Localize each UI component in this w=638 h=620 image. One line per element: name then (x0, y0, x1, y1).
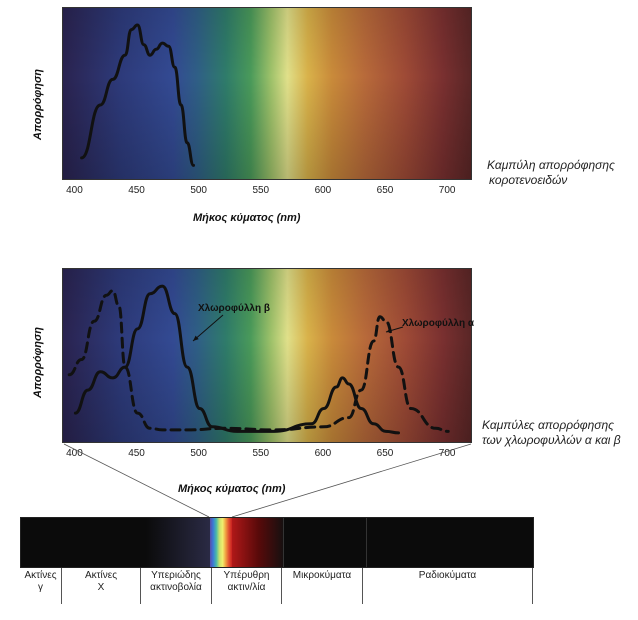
zoom-line-left (63, 443, 210, 518)
region-divider (211, 568, 212, 604)
carotenoid-caption: Καμπύλη απορρόφησης κοροτενοειδών (487, 158, 615, 188)
zoom-line-right (231, 443, 472, 518)
x-tick-label: 450 (128, 448, 145, 459)
region-ultraviolet: Υπεριώδης ακτινοβολία (141, 570, 211, 594)
x-tick-label: 500 (190, 448, 207, 459)
x-tick-label: 650 (376, 448, 394, 459)
chlorophyll-b-label: Χλωροφύλλη β (198, 303, 270, 314)
region-gamma-rays-line1: Ακτίνες (24, 570, 57, 581)
chlorophyll-a-label: Χλωροφύλλη α (402, 318, 474, 329)
region-x-rays: Ακτίνες Χ (62, 570, 140, 594)
series-line-1 (80, 23, 195, 167)
chlorophyll-caption-line1: Καμπύλες απορρόφησης (482, 418, 614, 432)
region-ultraviolet-line2: ακτινοβολία (150, 582, 202, 593)
region-gamma-rays-line2: γ (38, 582, 43, 593)
carotenoid-caption-line1: Καμπύλη απορρόφησης (487, 158, 615, 172)
bottom-x-axis-label: Μήκος κύματος (nm) (178, 483, 286, 495)
chlorophyll-b-pointer (192, 314, 224, 342)
region-divider (61, 568, 62, 604)
region-x-rays-line1: Ακτίνες (84, 570, 118, 581)
x-tick-label: 650 (376, 185, 394, 196)
band-divider (366, 518, 367, 567)
infrared-band (232, 518, 284, 567)
chlorophyll-plot-area (67, 284, 450, 435)
x-tick-label: 450 (128, 185, 145, 196)
region-divider (362, 568, 363, 604)
x-tick-label: 550 (252, 448, 270, 459)
x-tick-label: 400 (66, 185, 83, 196)
region-ultraviolet-line1: Υπεριώδης (151, 570, 201, 581)
region-gamma-rays: Ακτίνες γ (20, 570, 61, 594)
carotenoid-plot-area (80, 23, 195, 167)
region-infrared-line2: ακτιν/λία (227, 582, 266, 593)
chlorophyll-caption-line2: των χλωροφυλλών α και β (482, 433, 621, 447)
region-infrared: Υπέρυθρη ακτιν/λία (212, 570, 281, 594)
carotenoid-chart (62, 7, 472, 180)
region-infrared-line1: Υπέρυθρη (223, 570, 270, 581)
region-divider (140, 568, 141, 604)
carotenoid-caption-line2: κοροτενοειδών (489, 173, 568, 187)
region-microwaves: Μικροκύματα (282, 570, 362, 582)
chlorophyll-caption: Καμπύλες απορρόφησης των χλωροφυλλών α κ… (482, 418, 621, 448)
uv-band (146, 518, 210, 567)
visible-spectrum-background (63, 8, 471, 179)
series-line-1 (73, 284, 400, 435)
em-spectrum-bar (20, 517, 534, 568)
chlorophyll-b-pointer-head (193, 335, 199, 341)
x-tick-label: 600 (314, 448, 332, 459)
region-x-rays-line2: Χ (97, 582, 105, 593)
x-tick-label: 700 (438, 185, 456, 196)
top-x-axis-label: Μήκος κύματος (nm) (193, 212, 301, 224)
region-radio-waves-line1: Ραδιοκύματα (418, 570, 477, 581)
region-divider (281, 568, 282, 604)
band-divider (283, 518, 284, 567)
region-divider (532, 568, 533, 604)
chlorophyll-a-pointer-head (386, 328, 392, 333)
x-tick-label: 700 (438, 448, 456, 459)
region-microwaves-line1: Μικροκύματα (292, 570, 352, 581)
region-radio-waves: Ραδιοκύματα (363, 570, 532, 582)
x-tick-label: 550 (252, 185, 270, 196)
visible-band (210, 518, 232, 567)
x-tick-label: 400 (66, 448, 83, 459)
x-tick-label: 600 (314, 185, 332, 196)
x-tick-label: 500 (190, 185, 207, 196)
chlorophyll-chart (62, 268, 472, 443)
